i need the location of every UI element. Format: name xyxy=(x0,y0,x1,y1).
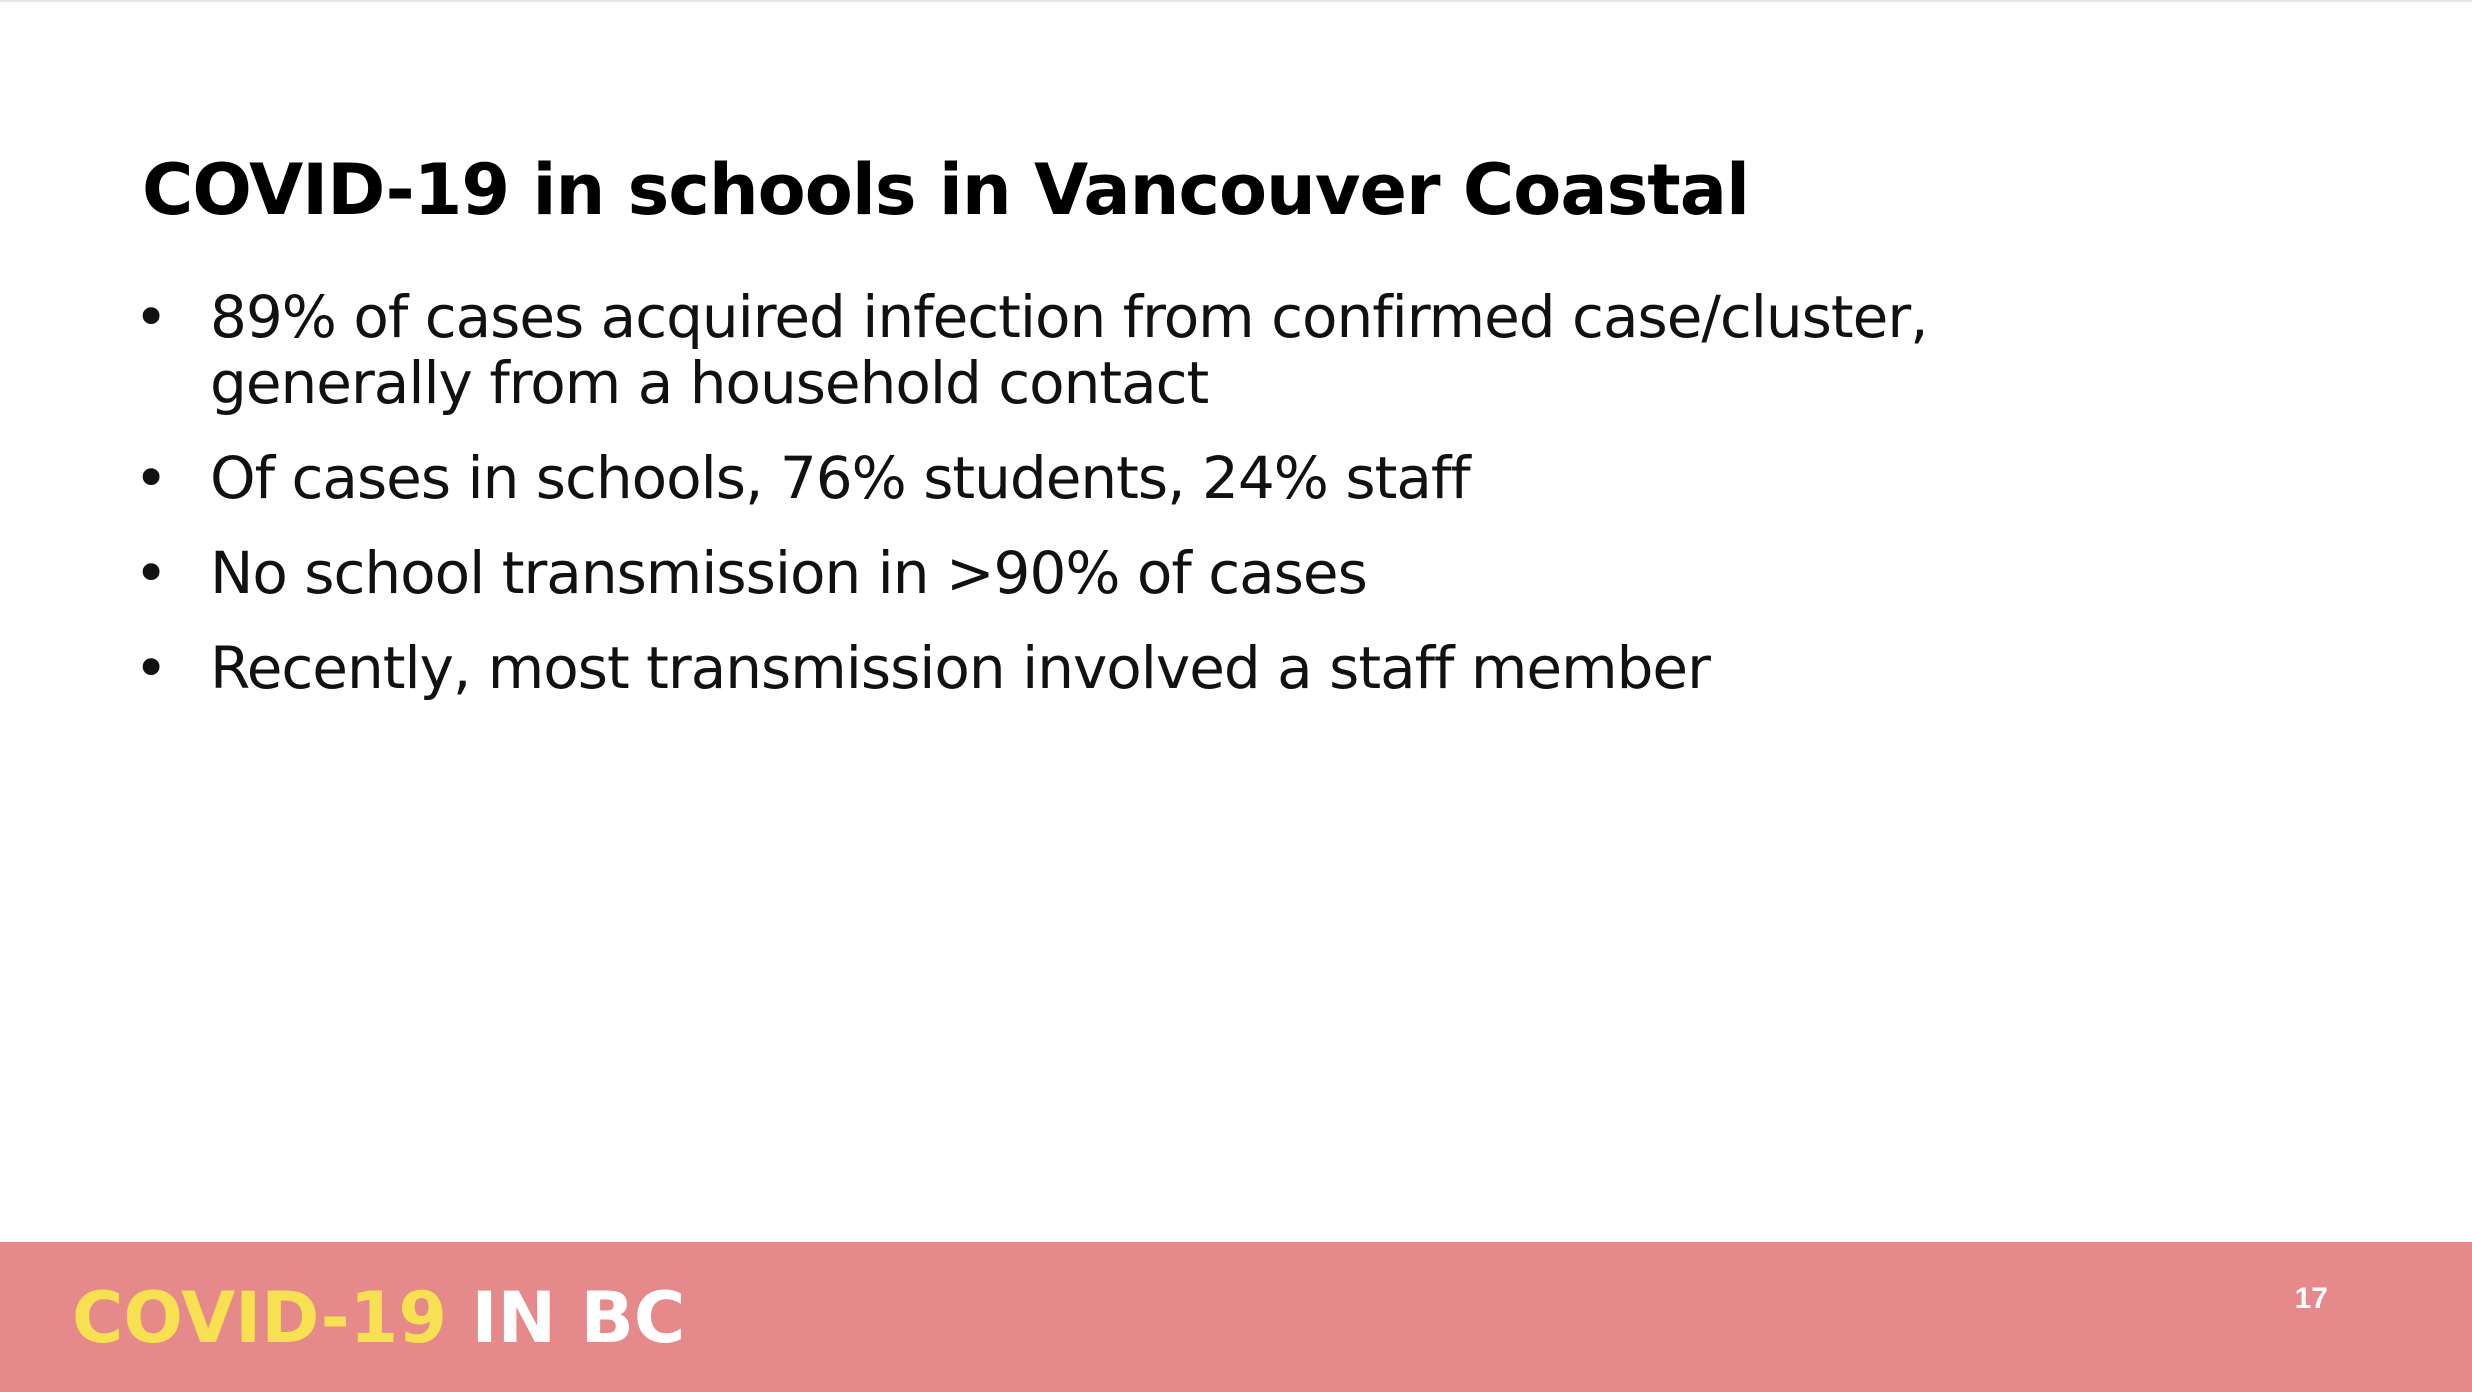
bullet-text: No school transmission in >90% of cases xyxy=(210,539,1368,607)
bullet-item: • No school transmission in >90% of case… xyxy=(134,540,2234,606)
bullet-marker: • xyxy=(134,634,168,702)
bullet-marker: • xyxy=(134,283,168,351)
bullet-item: • Of cases in schools, 76% students, 24%… xyxy=(134,445,2234,511)
brand-logo: COVID-19 IN BC xyxy=(72,1278,685,1358)
brand-covid-text: COVID-19 xyxy=(72,1277,448,1359)
bullet-marker: • xyxy=(134,539,168,607)
bullet-item: • Recently, most transmission involved a… xyxy=(134,635,2234,701)
bullet-text: 89% of cases acquired infection from con… xyxy=(210,283,1929,417)
bullet-text: Of cases in schools, 76% students, 24% s… xyxy=(210,444,1471,512)
brand-in-bc-text: IN BC xyxy=(471,1277,686,1359)
bullet-marker: • xyxy=(134,444,168,512)
slide-title: COVID-19 in schools in Vancouver Coastal xyxy=(142,149,1750,231)
page-number: 17 xyxy=(2294,1282,2328,1315)
bullet-item: • 89% of cases acquired infection from c… xyxy=(134,284,2234,416)
footer-bar: COVID-19 IN BC 17 xyxy=(0,1242,2472,1392)
bullet-list: • 89% of cases acquired infection from c… xyxy=(134,284,2234,730)
bullet-text: Recently, most transmission involved a s… xyxy=(210,634,1711,702)
